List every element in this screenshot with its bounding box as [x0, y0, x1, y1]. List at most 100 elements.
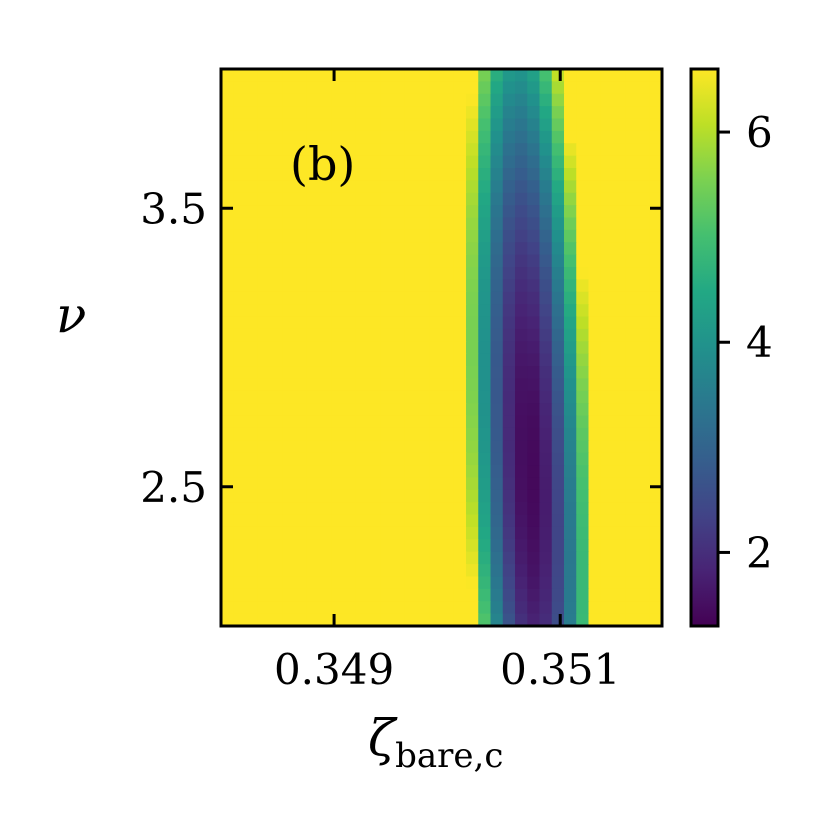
heatmap-cell: [282, 180, 296, 194]
heatmap-cell: [600, 328, 614, 342]
heatmap-cell: [270, 588, 283, 602]
heatmap-cell: [564, 168, 577, 181]
heatmap-cell: [319, 328, 332, 342]
heatmap-cell: [368, 502, 381, 516]
heatmap-cell: [343, 551, 357, 565]
heatmap-cell: [539, 267, 553, 281]
colorbar-ticks: 246: [718, 108, 773, 577]
heatmap-cell: [637, 551, 651, 565]
heatmap-cell: [637, 465, 651, 479]
heatmap-cell: [649, 489, 663, 503]
heatmap-cell: [221, 477, 234, 491]
heatmap-cell: [380, 514, 394, 528]
heatmap-cell: [392, 477, 406, 491]
heatmap-cell: [527, 180, 541, 194]
heatmap-cell: [282, 452, 296, 466]
heatmap-cell: [270, 341, 283, 355]
heatmap-cell: [502, 440, 516, 454]
heatmap-cell: [331, 130, 345, 144]
heatmap-cell: [233, 341, 247, 355]
heatmap-cell: [649, 502, 663, 516]
heatmap-cell: [527, 205, 541, 219]
heatmap-cell: [600, 106, 614, 120]
heatmap-cell: [319, 217, 332, 231]
heatmap-cell: [625, 353, 639, 367]
heatmap-cell: [527, 106, 541, 120]
heatmap-cell: [600, 353, 614, 367]
x-tick-label: 0.349: [274, 645, 394, 694]
heatmap-cell: [270, 106, 283, 120]
heatmap-cell: [441, 254, 455, 268]
heatmap-cell: [613, 106, 626, 120]
heatmap-cell: [306, 93, 320, 107]
heatmap-cell: [588, 440, 602, 454]
heatmap-cell: [478, 440, 492, 454]
heatmap-cell: [380, 427, 394, 441]
heatmap-cell: [502, 118, 516, 132]
heatmap-cell: [625, 551, 639, 565]
heatmap-cell: [257, 526, 271, 540]
heatmap-cell: [441, 180, 455, 194]
heatmap-cell: [613, 217, 626, 231]
heatmap-cell: [233, 539, 247, 553]
heatmap-cell: [613, 366, 626, 380]
heatmap-cell: [282, 465, 296, 479]
heatmap-cell: [588, 366, 602, 380]
heatmap-cell: [539, 415, 553, 429]
heatmap-cell: [502, 93, 516, 107]
heatmap-cell: [257, 192, 271, 206]
heatmap-cell: [527, 489, 541, 503]
heatmap-cell: [233, 564, 247, 578]
heatmap-cell: [221, 118, 234, 132]
heatmap-cell: [637, 477, 651, 491]
heatmap-cell: [515, 588, 528, 602]
heatmap-cell: [649, 279, 663, 293]
heatmap-cell: [380, 291, 394, 305]
heatmap-cell: [233, 267, 247, 281]
heatmap-cell: [221, 229, 234, 243]
heatmap-cell: [564, 229, 577, 243]
heatmap-cell: [429, 366, 443, 380]
heatmap-cell: [257, 316, 271, 330]
heatmap-cell: [306, 341, 320, 355]
heatmap-cell: [417, 415, 430, 429]
heatmap-cell: [343, 291, 357, 305]
heatmap-cell: [368, 242, 381, 256]
heatmap-cell: [490, 403, 504, 417]
heatmap-cell: [551, 403, 565, 417]
heatmap-cell: [270, 514, 283, 528]
heatmap-cell: [404, 267, 418, 281]
heatmap-cell: [221, 267, 234, 281]
heatmap-cell: [282, 415, 296, 429]
heatmap-cell: [343, 366, 357, 380]
heatmap-cell: [539, 217, 553, 231]
heatmap-cell: [417, 291, 430, 305]
heatmap-cell: [368, 304, 381, 318]
heatmap-cell: [576, 229, 590, 243]
heatmap-cell: [527, 341, 541, 355]
heatmap-cell: [564, 440, 577, 454]
heatmap-cell: [466, 93, 479, 107]
heatmap-cell: [441, 168, 455, 181]
heatmap-cell: [257, 106, 271, 120]
heatmap-cell: [515, 601, 528, 615]
heatmap-cell: [380, 69, 394, 82]
heatmap-cell: [637, 267, 651, 281]
heatmap-cell: [527, 403, 541, 417]
heatmap-cell: [257, 217, 271, 231]
heatmap-cell: [564, 489, 577, 503]
heatmap-cell: [502, 576, 516, 590]
heatmap-cell: [404, 106, 418, 120]
heatmap-cell: [551, 316, 565, 330]
heatmap-cell: [551, 551, 565, 565]
heatmap-cell: [380, 106, 394, 120]
heatmap-cell: [270, 192, 283, 206]
heatmap-cell: [319, 551, 332, 565]
heatmap-cell: [600, 316, 614, 330]
heatmap-cell: [306, 403, 320, 417]
heatmap-cell: [625, 180, 639, 194]
heatmap-cell: [257, 601, 271, 615]
heatmap-cell: [515, 403, 528, 417]
heatmap-cell: [270, 613, 283, 627]
heatmap-cell: [257, 143, 271, 157]
